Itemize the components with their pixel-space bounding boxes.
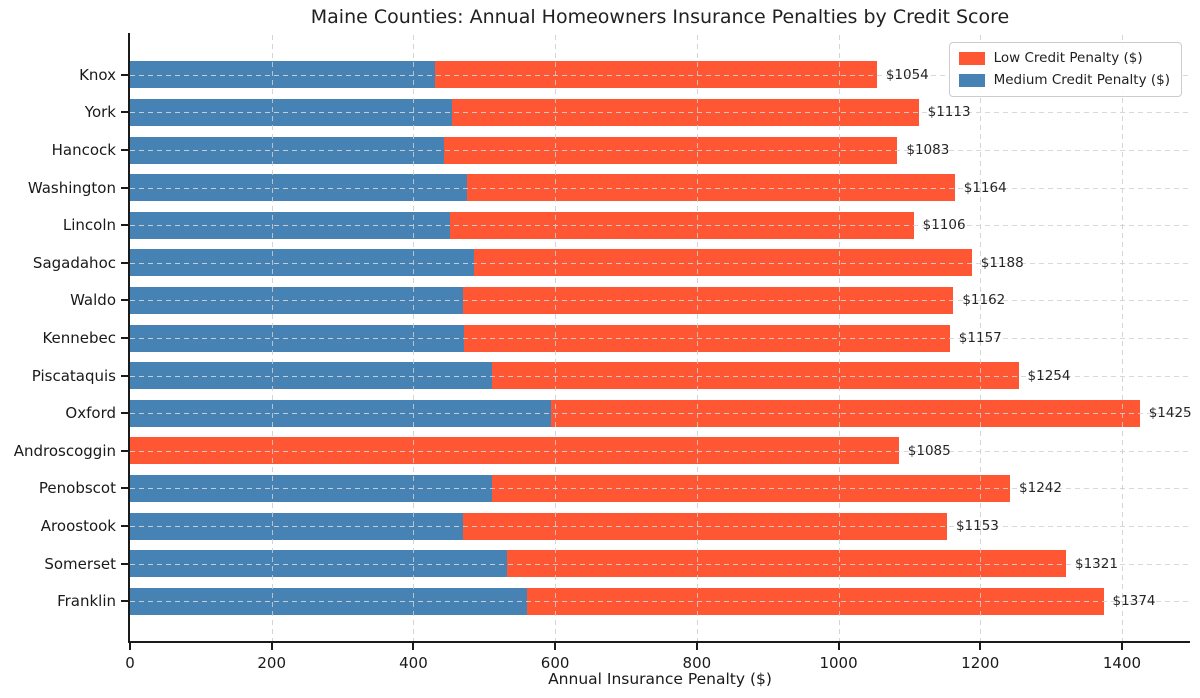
legend-label-low: Low Credit Penalty ($) [993,50,1143,66]
y-tick-mark [121,374,130,377]
x-tick-mark [270,643,273,650]
bar-value-label: $1425 [1148,405,1192,422]
gridline-vertical [271,35,273,641]
x-tick-mark [979,643,982,650]
x-tick-label: 1000 [819,654,858,672]
y-tick-mark [121,337,130,339]
gridline-vertical [413,35,415,641]
y-tick-label-county: Washington [27,178,116,197]
bar-value-label: $1242 [1019,480,1062,497]
gridline-vertical [838,35,840,641]
y-tick-label-county: Kennebec [42,329,116,347]
x-tick-mark [1120,643,1123,650]
bar-value-label: $1157 [958,330,1002,346]
x-tick-mark [695,643,698,650]
y-tick-label-county: Lincoln [62,216,116,235]
x-tick-label: 200 [257,654,287,672]
y-tick-label-county: Androscoggin [13,441,116,460]
bar-value-label: $1374 [1112,593,1156,610]
gridline-vertical [555,35,557,641]
y-tick-mark [121,449,130,452]
gridline-horizontal [130,338,1190,339]
y-tick-mark [121,525,130,527]
y-tick-mark [121,487,130,490]
x-tick-mark [837,643,840,650]
medium-credit-swatch-icon [958,73,985,87]
gridline-horizontal [130,187,1190,189]
bar-value-label: $1083 [906,142,950,158]
gridline-vertical [696,35,698,641]
y-tick-label-county: Waldo [70,291,116,310]
y-tick-mark [121,412,130,415]
bar-value-label: $1321 [1075,555,1118,572]
x-tick-label: 0 [125,654,135,672]
gridline-vertical [1121,35,1123,641]
low-credit-swatch-icon [958,51,985,65]
gridline-horizontal [130,262,1190,264]
x-axis-label: Annual Insurance Penalty ($) [548,670,772,688]
gridline-horizontal [130,74,1190,76]
x-tick-label: 1200 [961,654,1000,672]
gridline-horizontal [130,300,1190,302]
bar-value-label: $1085 [907,442,951,459]
y-tick-label-county: Oxford [65,404,116,423]
bar-value-label: $1113 [927,104,971,121]
legend-label-medium: Medium Credit Penalty ($) [993,72,1170,88]
bar-value-label: $1162 [962,292,1006,309]
y-tick-label-county: Knox [79,65,116,84]
y-tick-mark [121,261,130,264]
bar-value-label: $1188 [980,254,1024,271]
x-tick-label: 1400 [1102,654,1142,672]
y-tick-mark [121,111,130,114]
gridline-vertical [980,35,982,641]
x-axis-spine [128,641,1190,643]
y-tick-label-county: Somerset [44,554,116,573]
x-tick-mark [412,643,415,650]
gridline-horizontal [130,601,1190,603]
gridline-horizontal [130,375,1190,377]
y-tick-label-county: Penobscot [38,479,116,498]
bar-value-label: $1106 [922,217,966,234]
y-tick-label-county: Sagadahoc [32,253,116,272]
gridline-horizontal [130,526,1190,527]
bar-value-label: $1254 [1027,367,1071,384]
x-tick-mark [554,643,557,650]
y-tick-label-county: Hancock [51,141,116,159]
x-tick-label: 400 [399,654,428,672]
legend-item-medium: Medium Credit Penalty ($) [958,72,1170,88]
y-tick-mark [121,149,130,151]
gridline-horizontal [130,150,1190,151]
y-tick-label-county: Aroostook [40,517,116,535]
gridline-horizontal [130,413,1190,415]
x-tick-mark [129,643,131,650]
y-tick-mark [121,600,130,603]
bar-value-label: $1153 [955,518,999,534]
y-tick-label-county: Franklin [57,592,116,611]
legend: Low Credit Penalty ($) Medium Credit Pen… [948,42,1182,97]
plot-area: Low Credit Penalty ($) Medium Credit Pen… [14,33,1192,672]
y-tick-label-county: Piscataquis [31,366,116,385]
x-tick-label: 800 [682,654,712,672]
gridline-horizontal [130,488,1190,490]
y-tick-mark [121,186,130,189]
legend-item-low: Low Credit Penalty ($) [958,50,1170,66]
gridline-horizontal [130,225,1190,227]
y-tick-mark [121,224,130,227]
y-tick-mark [121,299,130,302]
x-tick-label: 600 [540,654,570,672]
y-tick-label-county: York [84,103,116,122]
gridline-horizontal [130,112,1190,114]
y-tick-mark [121,562,130,565]
chart-title: Maine Counties: Annual Homeowners Insura… [310,6,1010,28]
gridline-horizontal [130,450,1190,452]
y-tick-mark [121,73,130,76]
bar-value-label: $1054 [885,66,929,83]
gridline-horizontal [130,563,1190,565]
bar-value-label: $1164 [963,179,1007,196]
